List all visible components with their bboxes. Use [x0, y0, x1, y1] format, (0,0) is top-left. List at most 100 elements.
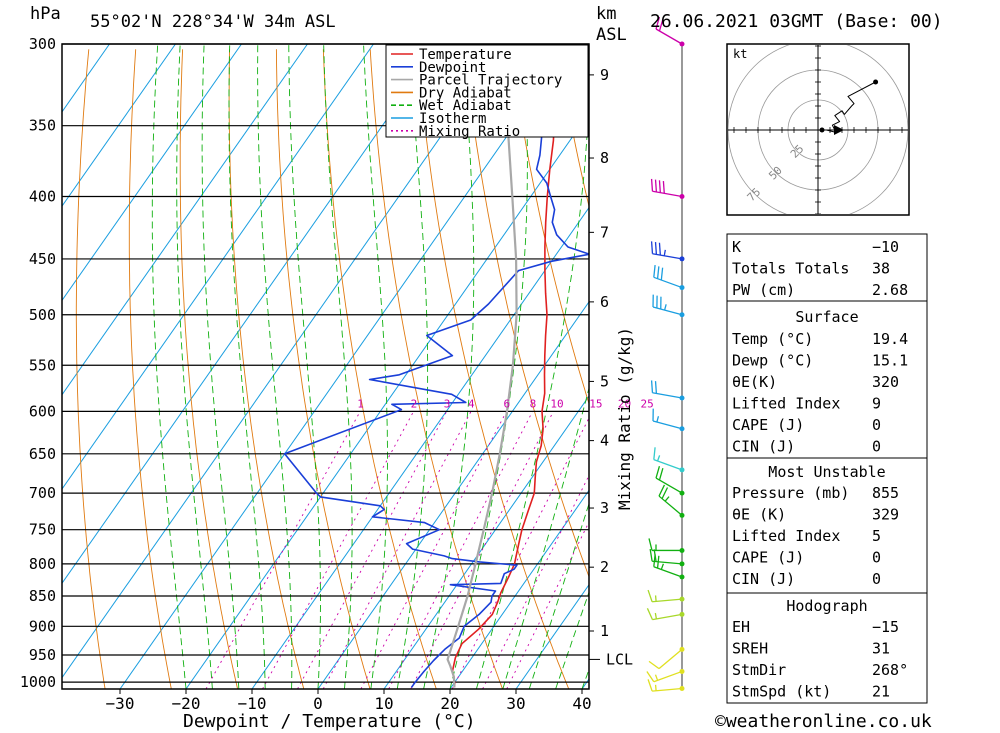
most-unstable-row-value: 0: [872, 570, 881, 588]
wet-adiabat-line: [502, 386, 589, 689]
barb-shaft: [652, 687, 683, 692]
dewpoint-line: [283, 44, 589, 688]
mixing-ratio-label: 2: [411, 397, 418, 410]
km-tick-label: 3: [600, 499, 609, 517]
wind-barb: [655, 16, 685, 47]
wet-adiabat-line: [257, 44, 293, 689]
hodograph-row-value: 268°: [872, 661, 908, 679]
general-row-label: PW (cm): [732, 281, 795, 299]
isotherm-line: [317, 300, 589, 689]
surface-row-label: θE(K): [732, 373, 777, 391]
isotherm-line: [62, 44, 440, 585]
wet-adiabat-line: [475, 87, 589, 689]
barb-flag: [650, 241, 654, 254]
pressure-tick-label: 400: [29, 187, 56, 205]
dry-adiabat-line: [980, 49, 1000, 689]
mixing-ratio-axis-label: Mixing Ratio (g/kg): [615, 327, 634, 510]
barb-flag: [654, 242, 658, 255]
most-unstable-row-value: 855: [872, 484, 899, 502]
barb-shaft: [653, 670, 683, 683]
barb-flag: [649, 548, 653, 562]
barb-half-flag: [654, 612, 658, 620]
hodograph-row-label: EH: [732, 618, 750, 636]
barb-flag: [661, 487, 669, 499]
isotherm-line: [62, 44, 374, 490]
barb-flag: [655, 466, 661, 479]
most-unstable-row-label: Pressure (mb): [732, 484, 849, 502]
wet-adiabat-line: [228, 44, 266, 689]
barb-shaft: [652, 420, 683, 430]
barb-half-flag: [664, 496, 670, 502]
dry-adiabat-line: [75, 49, 106, 689]
mixing-ratio-label: 15: [589, 397, 602, 410]
temp-tick-label: 20: [440, 694, 459, 713]
surface-row-label: CIN (J): [732, 438, 795, 456]
pressure-tick-label: 700: [29, 484, 56, 502]
dry-adiabat-line: [228, 49, 305, 689]
barb-half-flag: [656, 416, 660, 423]
legend-label: Dry Adiabat: [419, 85, 512, 101]
wind-barb: [650, 380, 685, 401]
barb-flag: [650, 380, 654, 393]
temp-tick-label: 40: [572, 694, 591, 713]
asl-label: ASL: [596, 25, 627, 45]
surface-row-label: Dewp (°C): [732, 352, 813, 370]
legend-label: Temperature: [419, 47, 512, 63]
wind-barb: [649, 548, 685, 567]
barb-flag: [656, 266, 660, 279]
copyright: ©weatheronline.co.uk: [715, 711, 932, 732]
dry-adiabat-line: [463, 49, 589, 579]
barb-shaft: [655, 477, 683, 494]
pressure-tick-label: 950: [29, 646, 56, 664]
isotherm-line: [383, 395, 589, 689]
plot-frame: [61, 43, 590, 690]
wet-adiabat-line: [201, 44, 240, 689]
wet-adiabat-line: [363, 44, 388, 689]
wind-barb: [648, 538, 685, 553]
km-tick-label: 6: [600, 293, 609, 311]
temp-tick-label: −10: [238, 694, 267, 713]
isotherm-line: [62, 44, 506, 679]
barb-half-flag: [654, 595, 657, 602]
wet-adiabat-line: [555, 590, 589, 689]
barb-flag: [650, 178, 654, 192]
datetime: 26.06.2021 03GMT (Base: 00): [650, 11, 943, 32]
most-unstable-row-value: 5: [872, 527, 881, 545]
mixing-ratio-label: 25: [641, 397, 654, 410]
table-box: [726, 457, 928, 594]
wind-barb: [646, 668, 685, 683]
wind-barb: [658, 484, 685, 518]
km-tick-label: 2: [600, 558, 609, 576]
mixing-ratio-line: [297, 411, 448, 689]
barb-flag: [656, 555, 660, 569]
wet-adiabat-line: [151, 44, 187, 689]
mixing-ratio-line: [410, 411, 554, 689]
pressure-tick-label: 500: [29, 306, 56, 324]
most-unstable-title: Most Unstable: [768, 463, 885, 481]
hodograph-row-label: SREH: [732, 640, 768, 658]
wet-adiabat-line: [323, 44, 353, 689]
hodograph-row-label: StmSpd (kt): [732, 683, 831, 701]
isotherm-line: [119, 44, 572, 689]
wind-barb: [650, 241, 685, 262]
isotherm-line: [62, 44, 242, 302]
wind-barb: [647, 679, 685, 692]
barb-flag: [653, 554, 656, 567]
barb-flag: [658, 18, 664, 32]
legend-box: [385, 44, 589, 138]
km-tick-label: 7: [600, 223, 609, 241]
table-box: [726, 233, 928, 302]
mixing-ratio-line: [322, 411, 472, 689]
dry-adiabat-line: [369, 49, 503, 689]
temp-tick-label: −20: [172, 694, 201, 713]
barb-shaft: [653, 566, 683, 578]
barb-shaft: [653, 459, 683, 471]
barb-flag: [647, 679, 653, 692]
legend-label: Isotherm: [419, 111, 486, 127]
isotherm-line: [62, 44, 176, 208]
mixing-ratio-label: 6: [504, 397, 511, 410]
barb-flag: [646, 608, 654, 620]
legend-label: Mixing Ratio: [419, 124, 520, 140]
barb-shaft: [658, 648, 683, 670]
